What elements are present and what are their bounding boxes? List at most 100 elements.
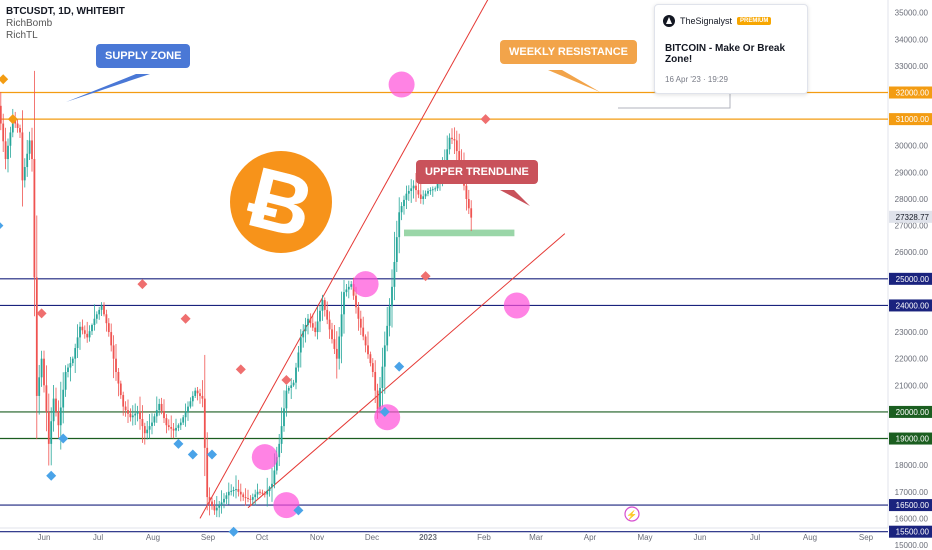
candle-body [91,324,93,332]
candle-body [40,358,43,378]
candle-body [155,410,158,417]
weekly-callout-pointer [548,70,600,92]
author-name[interactable]: TheSignalyst [680,16,733,26]
symbol-label[interactable]: BTCUSDT, 1D, WHITEBIT [6,6,125,17]
candle-body [93,318,96,325]
candle-body [62,389,65,408]
x-tick-label: Feb [477,533,491,542]
candle-body [343,292,345,315]
candle-body [107,323,110,333]
support-box [404,229,515,237]
buy-signal-diamond [379,406,390,417]
candle-body [167,425,170,428]
level-tag [889,113,932,126]
candle-body [148,426,151,430]
candle-body [98,309,101,315]
candle-body [254,494,257,498]
candle-body [374,371,377,391]
candle-body [422,196,425,199]
idea-title[interactable]: BITCOIN - Make Or Break Zone! [665,43,786,65]
candle-body [458,151,461,162]
indicator-richtl[interactable]: RichTL [6,30,38,41]
candle-body [295,367,297,383]
candle-body [249,498,252,500]
candle-body [263,493,266,495]
y-tick-label: 34000.00 [895,35,929,44]
candle-body [64,371,67,390]
candle-body [307,318,309,325]
level-label: 24000.00 [896,301,930,310]
candle-body [122,395,125,407]
candle-body [448,137,451,150]
candle-body [38,377,41,396]
candle-body [470,208,473,218]
candle-body [352,284,355,296]
y-tick-label: 28000.00 [895,195,929,204]
y-tick-label: 33000.00 [895,62,929,71]
buy-signal-diamond [7,114,18,125]
y-tick-label: 23000.00 [895,328,929,337]
candle-body [71,358,74,364]
buy-signal-diamond [207,449,217,460]
candle-body [45,385,48,412]
candle-body [59,407,62,426]
y-tick-label: 29000.00 [895,168,929,177]
level-label: 16500.00 [896,501,930,510]
candle-body [9,132,12,146]
candle-body [364,336,367,346]
candle-body [369,354,372,364]
candle-body [259,491,261,493]
buy-signal-diamond [0,222,4,229]
last-price-tag [889,210,932,223]
sell-signal-diamond [180,313,191,324]
candle-body [201,395,204,399]
candle-body [302,331,305,338]
x-tick-label: Nov [310,533,324,542]
candle-body [268,487,271,491]
candle-body [50,421,53,444]
candle-body [79,326,81,338]
candle-body [453,139,456,141]
y-tick-label: 21000.00 [895,381,929,390]
candle-body [163,411,165,419]
candle-body [383,345,386,367]
candle-body [2,123,5,142]
candle-body [376,390,379,410]
candle-body [26,153,29,168]
candle-body [55,398,57,412]
candle-body [74,348,77,359]
level-label: 20000.00 [896,408,930,417]
author-row[interactable]: TheSignalyst PREMIUM [663,15,772,27]
candle-body [218,505,221,508]
y-tick-label: 16000.00 [895,514,929,523]
indicator-richbomb[interactable]: RichBomb [6,18,53,29]
idea-card[interactable]: TheSignalyst PREMIUM BITCOIN - Make Or B… [654,4,808,94]
candle-body [220,502,223,506]
candle-body [235,489,237,491]
candle-body [208,497,211,502]
candle-body [419,194,422,199]
sell-signal-diamond [36,308,47,319]
candle-body [455,140,458,152]
supply-zone-callout: SUPPLY ZONE [96,44,191,68]
candle-body [110,332,113,346]
level-tag [889,525,932,538]
lightning-icon [624,506,640,522]
candle-body [227,491,230,496]
candle-body [23,167,26,181]
y-tick-label: 35000.00 [895,9,929,18]
level-label: 25000.00 [896,275,930,284]
x-tick-label: Jun [38,533,51,542]
candle-body [100,305,103,310]
candle-body [321,300,324,311]
candle-body [400,206,403,213]
candle-body [338,336,341,359]
candle-body [261,492,264,494]
bitcoin-logo-icon [230,151,332,253]
candle-body [256,491,259,495]
highlight-circle [273,492,300,519]
candle-body [134,413,137,416]
candle-body [403,199,405,207]
candle-body [410,188,413,191]
